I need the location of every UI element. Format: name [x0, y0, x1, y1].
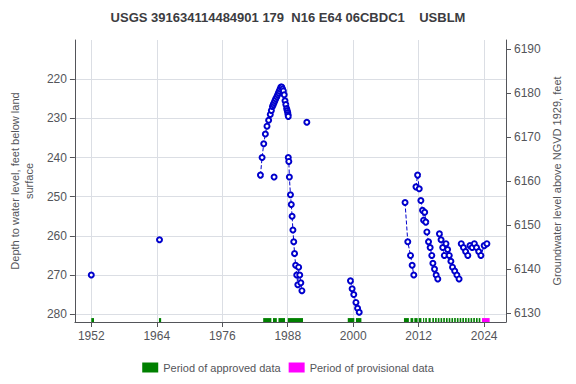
- svg-text:220: 220: [47, 72, 67, 86]
- svg-text:6130: 6130: [514, 306, 541, 320]
- svg-text:260: 260: [47, 229, 67, 243]
- svg-text:Groundwater level above NGVD 1: Groundwater level above NGVD 1929, feet: [551, 76, 563, 285]
- svg-text:6140: 6140: [514, 262, 541, 276]
- svg-text:6150: 6150: [514, 218, 541, 232]
- svg-text:250: 250: [47, 190, 67, 204]
- svg-text:2012: 2012: [405, 329, 432, 343]
- svg-text:2024: 2024: [471, 329, 498, 343]
- svg-text:240: 240: [47, 151, 67, 165]
- svg-text:6190: 6190: [514, 42, 541, 56]
- svg-text:Period of provisional data: Period of provisional data: [310, 362, 435, 374]
- svg-text:6170: 6170: [514, 130, 541, 144]
- svg-text:1952: 1952: [78, 329, 105, 343]
- svg-text:1976: 1976: [209, 329, 236, 343]
- svg-text:6160: 6160: [514, 174, 541, 188]
- svg-text:6180: 6180: [514, 86, 541, 100]
- svg-text:1964: 1964: [143, 329, 170, 343]
- svg-text:USGS 391634114484901 179 N16: USGS 391634114484901 179 N16 E64 06CBDC1…: [111, 10, 466, 25]
- svg-text:230: 230: [47, 111, 67, 125]
- svg-text:Depth to water level, feet bel: Depth to water level, feet below land: [9, 92, 21, 269]
- svg-text:2000: 2000: [340, 329, 367, 343]
- svg-text:Period of approved data: Period of approved data: [163, 362, 281, 374]
- svg-text:270: 270: [47, 268, 67, 282]
- svg-text:1988: 1988: [274, 329, 301, 343]
- svg-text:surface: surface: [23, 163, 35, 199]
- svg-text:280: 280: [47, 307, 67, 321]
